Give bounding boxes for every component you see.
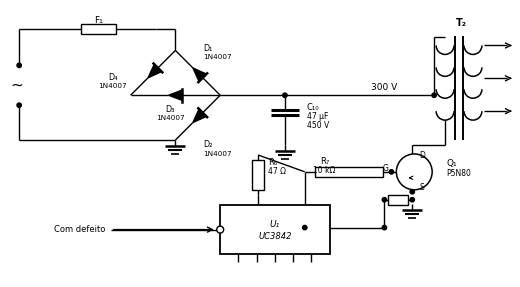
Text: R₆: R₆: [268, 158, 277, 167]
Text: F₁: F₁: [94, 16, 102, 25]
Circle shape: [303, 225, 307, 230]
Circle shape: [17, 103, 21, 107]
Text: D₃: D₃: [166, 105, 175, 114]
Circle shape: [17, 63, 21, 67]
Text: D: D: [419, 152, 425, 160]
Text: D₂: D₂: [203, 141, 213, 150]
Text: C₁₀: C₁₀: [307, 103, 319, 112]
Circle shape: [389, 170, 394, 174]
Circle shape: [410, 190, 414, 194]
Text: 300 V: 300 V: [371, 83, 397, 92]
Circle shape: [382, 225, 386, 230]
Text: UC3842: UC3842: [258, 232, 292, 241]
Text: 450 V: 450 V: [307, 121, 329, 130]
Polygon shape: [193, 109, 206, 123]
Bar: [252, 160, 264, 190]
Bar: [388, 195, 408, 205]
Polygon shape: [168, 90, 183, 100]
Text: 1N4007: 1N4007: [203, 151, 232, 157]
Text: 1N4007: 1N4007: [203, 55, 232, 61]
Circle shape: [396, 154, 432, 190]
Text: T₂: T₂: [456, 18, 466, 28]
Polygon shape: [193, 68, 206, 82]
Text: S: S: [420, 183, 425, 192]
Circle shape: [410, 197, 414, 202]
Text: D₁: D₁: [203, 44, 213, 53]
Text: G: G: [383, 164, 388, 173]
Text: P5N80: P5N80: [446, 169, 471, 178]
Text: D₄: D₄: [108, 73, 118, 82]
Text: Com defeito: Com defeito: [55, 225, 106, 234]
Circle shape: [432, 93, 436, 97]
Text: 1N4007: 1N4007: [98, 83, 127, 89]
Text: 1N4007: 1N4007: [156, 115, 185, 121]
Bar: [315, 167, 383, 177]
Text: U₁: U₁: [270, 220, 280, 229]
Circle shape: [283, 93, 287, 97]
Text: 10 kΩ: 10 kΩ: [314, 166, 336, 175]
Bar: [81, 24, 116, 34]
Polygon shape: [148, 64, 162, 78]
Circle shape: [382, 197, 386, 202]
Text: R₇: R₇: [320, 157, 329, 166]
Text: ~: ~: [11, 78, 23, 93]
Circle shape: [217, 226, 224, 233]
Text: 47 μF: 47 μF: [307, 112, 328, 121]
Bar: [220, 205, 330, 255]
Text: 47 Ω: 47 Ω: [268, 167, 286, 177]
Text: Q₁: Q₁: [446, 159, 457, 168]
